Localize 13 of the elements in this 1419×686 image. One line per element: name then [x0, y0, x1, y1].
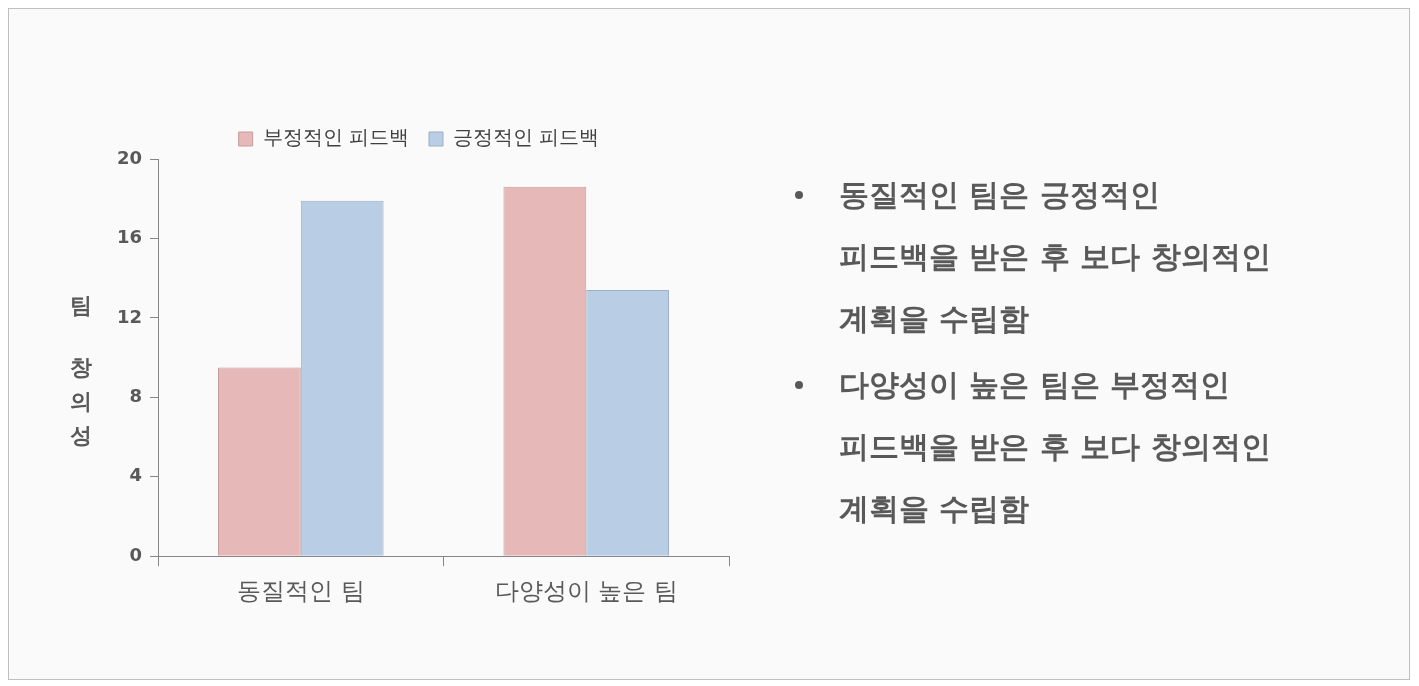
y-tick-label: 12 — [116, 305, 143, 327]
y-tick-label: 8 — [129, 384, 143, 406]
text: 동질적인 팀은 긍정적인 피드백을 받은 후 보다 창의적인 계획을 수립함 — [839, 176, 1272, 338]
text: 다양성이 높은 팀은 부정적인 피드백을 받은 후 보다 창의적인 계획을 수립함 — [839, 366, 1272, 528]
text: 팀 창의성 — [70, 292, 92, 448]
legend-label: 긍정적인 피드백 — [453, 125, 600, 150]
y-tick-label: 4 — [129, 464, 143, 486]
x-tick-label: 동질적인 팀 — [236, 576, 365, 605]
legend-label: 부정적인 피드백 — [262, 125, 409, 150]
y-tick-label: 0 — [129, 543, 143, 565]
y-tick-label: 20 — [116, 146, 143, 168]
y-tick-label: 16 — [116, 226, 143, 248]
x-tick-label: 다양성이 높은 팀 — [494, 576, 678, 605]
